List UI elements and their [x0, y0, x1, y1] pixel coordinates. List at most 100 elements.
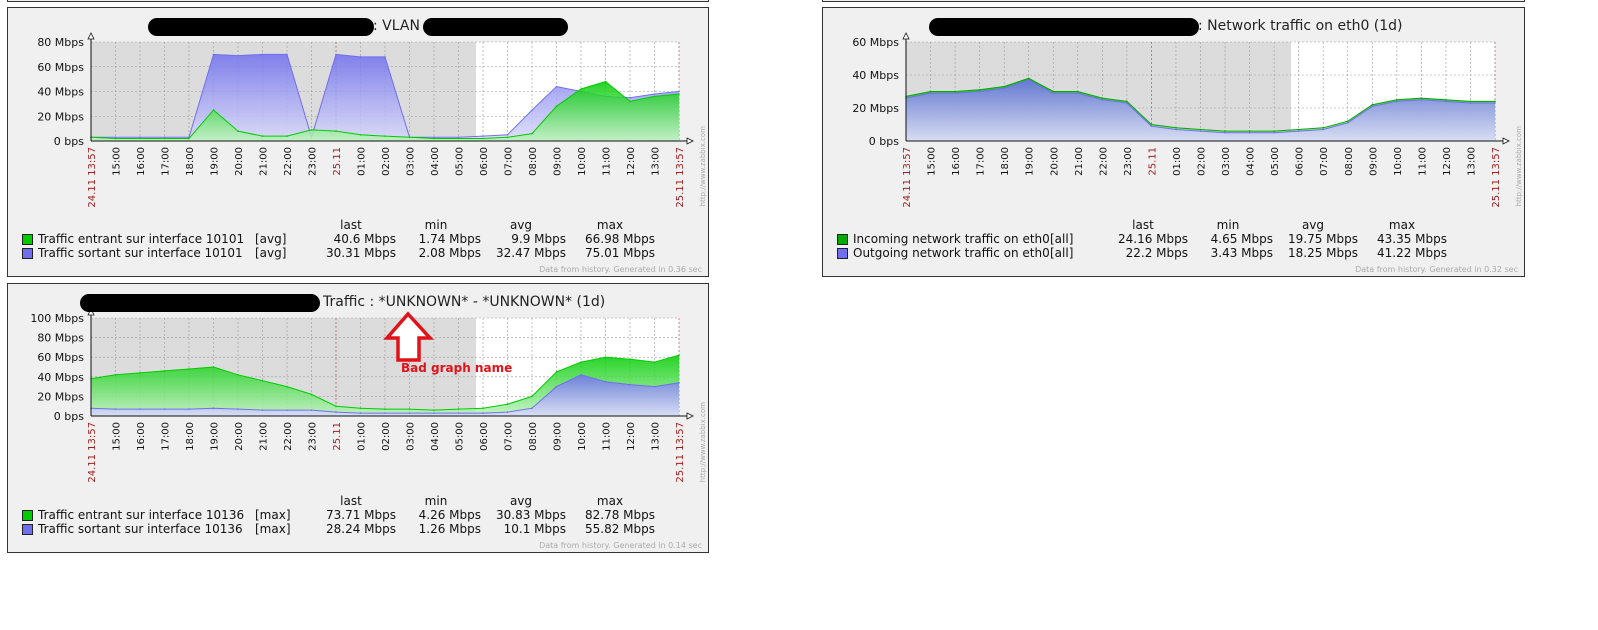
- data-point: [1347, 122, 1349, 124]
- data-point: [237, 374, 239, 376]
- legend-function: [avg]: [255, 232, 287, 246]
- y-tick-label: 80 Mbps: [37, 36, 84, 49]
- x-tick-label: 03:00: [406, 422, 417, 451]
- x-tick-label: 09:00: [1368, 147, 1379, 176]
- x-tick-label: 20:00: [1049, 147, 1060, 176]
- upper-graph-edge-left: [7, 0, 709, 2]
- x-tick-label: 25.11 13:57: [1491, 147, 1502, 208]
- x-axis-arrow-icon: [1502, 137, 1510, 145]
- legend-header-last: last: [340, 494, 362, 508]
- legend-value-min: 2.08 Mbps: [418, 246, 481, 260]
- x-tick-label: 01:00: [357, 147, 368, 176]
- data-point: [286, 53, 288, 56]
- x-tick-label: 18:00: [1000, 147, 1011, 176]
- data-point: [929, 92, 932, 94]
- legend-swatch: [22, 524, 33, 535]
- data-point: [555, 105, 558, 108]
- legend-value-last: 30.31 Mbps: [325, 246, 396, 260]
- legend-function: [max]: [255, 522, 291, 536]
- x-tick-label: 05:00: [455, 422, 466, 451]
- legend-swatch: [837, 234, 848, 245]
- data-point: [286, 135, 288, 137]
- data-point: [1003, 85, 1005, 88]
- legend-value-avg: 32.47 Mbps: [495, 246, 566, 260]
- legend-header-min: min: [424, 494, 448, 508]
- series-area-1: [91, 54, 679, 141]
- data-point: [1445, 99, 1447, 101]
- legend-value-last: 24.16 Mbps: [1117, 232, 1188, 246]
- data-point: [163, 408, 166, 410]
- data-point: [482, 407, 484, 409]
- x-tick-label: 19:00: [1025, 147, 1036, 176]
- data-point: [359, 407, 362, 409]
- data-point: [261, 135, 264, 137]
- series-area-1: [906, 79, 1495, 141]
- data-point: [1494, 100, 1496, 103]
- x-tick-label: 07:00: [504, 147, 515, 176]
- data-point: [163, 136, 166, 139]
- x-tick-label: 23:00: [1123, 147, 1134, 176]
- data-point: [1469, 102, 1472, 104]
- data-point: [531, 407, 533, 409]
- data-point: [1322, 127, 1324, 129]
- x-tick-label: 22:00: [283, 422, 294, 451]
- y-tick-label: 60 Mbps: [852, 36, 899, 49]
- data-point: [384, 56, 386, 58]
- data-point: [359, 134, 362, 136]
- data-point: [188, 368, 190, 370]
- legend-header-last: last: [340, 218, 362, 232]
- data-point: [653, 361, 656, 363]
- x-tick-label: 19:00: [210, 422, 221, 451]
- legend: last min avg max Traffic entrant sur interfa…: [22, 218, 655, 262]
- data-point: [604, 356, 607, 358]
- data-point: [1248, 130, 1251, 132]
- data-point: [604, 380, 607, 383]
- x-tick-label: 08:00: [528, 147, 539, 176]
- data-point: [212, 407, 215, 409]
- data-point: [261, 53, 264, 56]
- data-point: [978, 89, 981, 91]
- x-tick-label: 06:00: [1295, 147, 1306, 176]
- data-point: [139, 372, 141, 374]
- legend-value-avg: 18.25 Mbps: [1287, 246, 1358, 260]
- data-point: [139, 408, 141, 410]
- data-point: [286, 409, 288, 411]
- data-point: [506, 411, 509, 413]
- x-tick-label: 25.11: [1147, 147, 1158, 176]
- data-point: [1052, 92, 1055, 94]
- x-tick-label: 10:00: [577, 147, 588, 176]
- data-point: [1199, 130, 1202, 132]
- data-point: [1077, 92, 1079, 94]
- data-point: [555, 85, 558, 88]
- data-point: [1273, 130, 1275, 132]
- x-tick-label: 06:00: [479, 147, 490, 176]
- data-point: [237, 408, 239, 410]
- x-tick-label: 25.11 13:57: [675, 422, 686, 483]
- x-tick-label: 04:00: [430, 422, 441, 451]
- chart-svg: 0 bps 20 Mbps 40 Mbps 60 Mbps 80 Mbps 24.11 1…: [37, 32, 694, 208]
- legend-value-avg: 30.83 Mbps: [495, 508, 566, 522]
- data-point: [433, 136, 435, 139]
- redacted-host-name: [148, 18, 374, 36]
- data-point: [678, 354, 680, 356]
- data-point: [114, 137, 117, 140]
- annotation-arrow-icon: [383, 311, 434, 362]
- x-tick-label: 20:00: [234, 422, 245, 451]
- graph-title: : Network traffic on eth0 (1d): [1198, 18, 1403, 34]
- x-tick-label: 15:00: [927, 147, 938, 176]
- legend-series-name: Traffic sortant sur interface 10136: [38, 522, 243, 536]
- legend-value-max: 43.35 Mbps: [1376, 232, 1447, 246]
- x-tick-label: 21:00: [259, 147, 270, 176]
- legend-swatch: [837, 248, 848, 259]
- x-axis-arrow-icon: [686, 137, 694, 145]
- legend-value-max: 41.22 Mbps: [1376, 246, 1447, 260]
- legend-swatch: [22, 248, 33, 259]
- data-point: [1371, 103, 1374, 106]
- legend-value-last: 28.24 Mbps: [325, 522, 396, 536]
- data-point: [212, 53, 215, 56]
- legend-header-last: last: [1132, 218, 1154, 232]
- y-tick-label: 60 Mbps: [37, 61, 84, 74]
- data-point: [1469, 100, 1472, 103]
- data-point: [310, 129, 313, 131]
- data-point: [384, 135, 386, 137]
